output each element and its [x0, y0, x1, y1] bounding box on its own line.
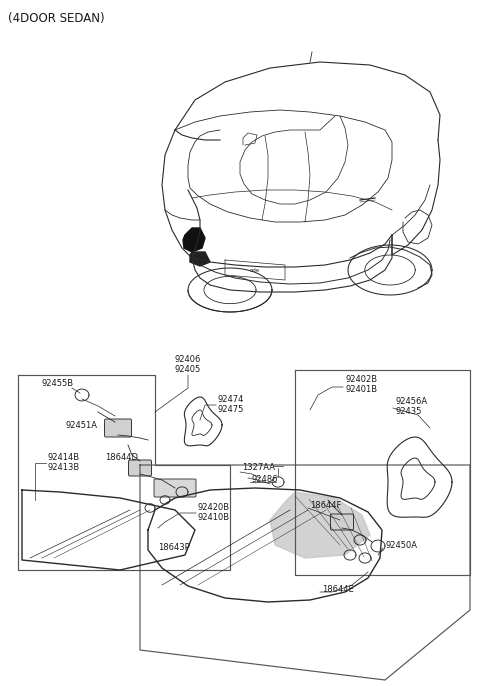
Polygon shape — [270, 492, 370, 558]
FancyBboxPatch shape — [105, 419, 132, 437]
Polygon shape — [183, 228, 205, 252]
Text: 92401B: 92401B — [345, 386, 377, 394]
Text: 92450A: 92450A — [385, 541, 417, 549]
Text: (4DOOR SEDAN): (4DOOR SEDAN) — [8, 12, 105, 25]
Text: 92413B: 92413B — [48, 464, 80, 473]
Text: 18644E: 18644E — [322, 585, 354, 595]
Text: 92405: 92405 — [175, 366, 201, 375]
Text: 18644F: 18644F — [310, 501, 341, 510]
Text: 92456A: 92456A — [395, 397, 427, 407]
Text: 92414B: 92414B — [48, 453, 80, 462]
Text: 92402B: 92402B — [345, 375, 377, 384]
Text: 92451A: 92451A — [66, 421, 98, 429]
Polygon shape — [190, 252, 210, 266]
FancyBboxPatch shape — [154, 479, 196, 497]
FancyBboxPatch shape — [129, 460, 152, 476]
Text: 18643P: 18643P — [158, 543, 190, 552]
Text: 92486: 92486 — [252, 475, 278, 484]
Text: ode: ode — [250, 268, 260, 272]
Text: 1327AA: 1327AA — [242, 464, 275, 473]
Text: 92475: 92475 — [218, 405, 244, 414]
Text: 18644D: 18644D — [105, 453, 138, 462]
Text: 92474: 92474 — [218, 396, 244, 405]
Text: 92455B: 92455B — [42, 379, 74, 388]
Text: 92420B: 92420B — [198, 504, 230, 512]
Text: 92435: 92435 — [395, 407, 421, 416]
Text: 92410B: 92410B — [198, 514, 230, 523]
Text: 92406: 92406 — [175, 355, 201, 364]
FancyBboxPatch shape — [331, 514, 353, 530]
